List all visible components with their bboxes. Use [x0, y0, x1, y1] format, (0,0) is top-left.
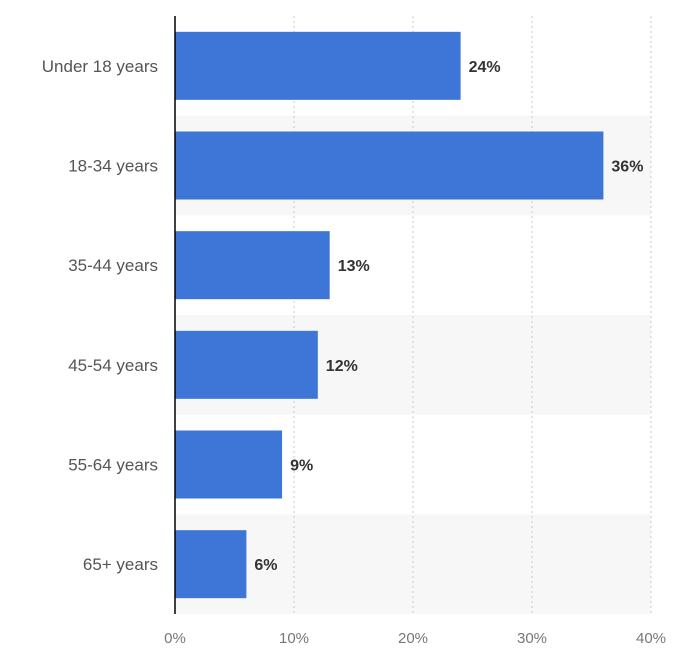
category-label: 45-54 years: [68, 356, 158, 375]
data-label: 6%: [254, 557, 277, 574]
bar: [175, 530, 247, 599]
bar: [175, 131, 604, 200]
bars: [175, 31, 604, 599]
data-label: 9%: [290, 458, 313, 475]
x-tick-label: 20%: [398, 630, 428, 647]
bar: [175, 430, 283, 499]
bar: [175, 31, 461, 100]
category-label: 65+ years: [83, 555, 158, 574]
data-label: 36%: [611, 159, 643, 176]
category-labels: Under 18 years 18-34 years 35-44 years 45-5…: [42, 57, 158, 574]
category-label: Under 18 years: [42, 57, 158, 76]
x-tick-labels: 0% 10% 20% 30% 40%: [164, 630, 666, 647]
data-labels: 24% 36% 13% 12% 9% 6%: [254, 59, 643, 574]
x-tick-label: 10%: [279, 630, 309, 647]
x-tick-label: 0%: [164, 630, 186, 647]
category-label: 55-64 years: [68, 456, 158, 475]
data-label: 12%: [326, 358, 358, 375]
category-label: 18-34 years: [68, 157, 158, 176]
bar: [175, 231, 330, 300]
data-label: 13%: [338, 258, 370, 275]
bar: [175, 330, 318, 399]
x-tick-label: 40%: [636, 630, 666, 647]
data-label: 24%: [469, 59, 501, 76]
x-tick-label: 30%: [517, 630, 547, 647]
category-label: 35-44 years: [68, 256, 158, 275]
